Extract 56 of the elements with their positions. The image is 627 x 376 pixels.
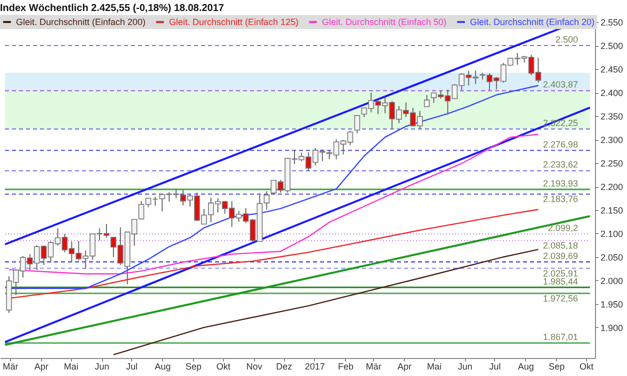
x-tick-label: Okt	[216, 362, 231, 372]
y-tick-label: 2.400	[600, 88, 624, 98]
legend-label: Gleit. Durchschnitt (Einfach 20)	[470, 17, 595, 27]
x-tick-label: 2017	[304, 362, 325, 372]
x-tick-label: Sep	[548, 362, 565, 372]
y-tick-label: 2.150	[600, 205, 624, 216]
x-tick-label: Mär	[366, 362, 382, 372]
y-tick-label: 2.100	[600, 228, 624, 239]
x-tick-label: Mai	[64, 362, 78, 372]
y-tick-label: 1.900	[600, 322, 624, 333]
ref-line-label: 2.403,87	[542, 80, 578, 90]
x-tick-label: Jul	[126, 362, 138, 372]
x-tick-label: Feb	[338, 362, 354, 372]
y-tick-label: 2.300	[600, 135, 624, 146]
x-tick-label: Dez	[276, 362, 293, 372]
ref-line-label: 2.276,98	[542, 139, 578, 150]
x-tick-label: Nov	[246, 362, 263, 372]
x-tick-label: Apr	[397, 362, 412, 372]
ref-line-label: 2.099,2	[548, 222, 578, 233]
candlestick	[424, 94, 430, 108]
ref-line-label: 1.985,44	[542, 276, 578, 286]
y-tick-label: 2.350	[600, 112, 624, 122]
x-tick-label: Okt	[580, 362, 594, 372]
ref-line-label: 2.085,18	[542, 240, 578, 250]
x-tick-label: Jun	[94, 362, 110, 372]
ref-line-label: 1.867,01	[542, 332, 578, 342]
x-tick-label: Sep	[186, 362, 202, 372]
y-tick-label: 2.450	[600, 64, 624, 75]
y-tick-label: 2.250	[600, 158, 624, 169]
line-series	[112, 248, 539, 356]
x-tick-label: Mär	[2, 362, 18, 372]
y-tick-label: 2.000	[600, 276, 624, 286]
legend-label: Gleit. Durchschnitt (Einfach 125)	[169, 17, 299, 27]
ref-line-label: 2.500	[555, 34, 578, 45]
x-tick-label: Jul	[489, 362, 501, 372]
x-tick-label: Apr	[34, 362, 48, 372]
ref-line-label: 2.183,76	[542, 194, 578, 204]
candlestick	[354, 115, 360, 134]
ref-line-label: 2.025,91	[542, 268, 578, 278]
x-tick-label: Aug	[154, 362, 171, 372]
ref-line-label: 1.972,56	[542, 293, 578, 304]
legend-label: Gleit. Durchschnitt (Einfach 50)	[322, 17, 447, 27]
ref-line-label: 2.193,93	[542, 178, 578, 188]
y-tick-label: 2.050	[600, 252, 624, 262]
ref-line-label: 2.039,69	[542, 250, 578, 261]
y-tick-label: 2.200	[600, 182, 624, 192]
line-series	[8, 134, 539, 274]
x-tick-label: Aug	[518, 362, 534, 372]
y-tick-label: 2.500	[600, 41, 624, 52]
x-tick-label: Mai	[427, 362, 442, 372]
y-tick-label: 1.950	[600, 299, 624, 310]
chart-title: Index Wöchentlich 2.425,55 (-0,18%) 18.08.2017	[0, 3, 224, 14]
ref-line-label: 2.233,62	[542, 160, 578, 170]
x-tick-label: Jun	[458, 362, 472, 372]
legend-label: Gleit. Durchschnitt (Einfach 200)	[16, 17, 146, 27]
y-tick-label: 2.550	[600, 18, 624, 28]
